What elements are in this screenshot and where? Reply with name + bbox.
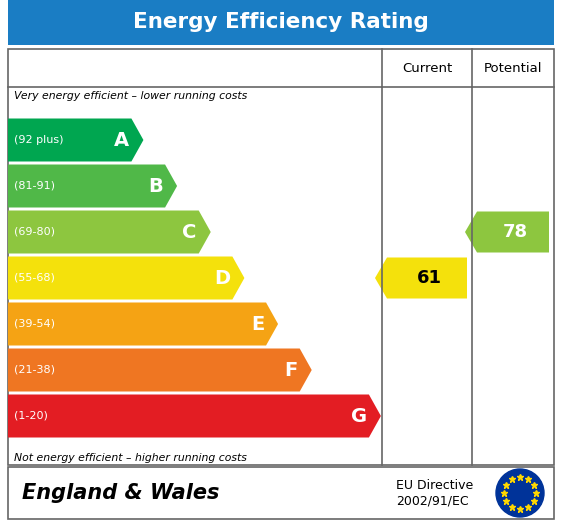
- Text: C: C: [182, 222, 197, 241]
- Text: England & Wales: England & Wales: [22, 483, 219, 503]
- Text: EU Directive
2002/91/EC: EU Directive 2002/91/EC: [396, 479, 473, 507]
- Text: 78: 78: [502, 223, 528, 241]
- Text: D: D: [214, 268, 230, 288]
- Text: F: F: [284, 360, 298, 379]
- Text: Energy Efficiency Rating: Energy Efficiency Rating: [133, 13, 429, 33]
- Text: (69-80): (69-80): [14, 227, 55, 237]
- Polygon shape: [465, 211, 549, 252]
- Polygon shape: [8, 257, 244, 299]
- Polygon shape: [8, 348, 312, 392]
- Polygon shape: [8, 395, 381, 437]
- Polygon shape: [8, 302, 278, 346]
- Text: 61: 61: [416, 269, 442, 287]
- Bar: [8, 49, 554, 465]
- Polygon shape: [8, 164, 177, 208]
- Text: (1-20): (1-20): [14, 411, 48, 421]
- Text: Not energy efficient – higher running costs: Not energy efficient – higher running co…: [14, 453, 247, 463]
- Text: (55-68): (55-68): [14, 273, 55, 283]
- Text: A: A: [114, 131, 129, 150]
- Polygon shape: [375, 258, 467, 298]
- Text: Potential: Potential: [484, 62, 542, 74]
- Text: (81-91): (81-91): [14, 181, 55, 191]
- Bar: [8, 0, 554, 45]
- Text: (92 plus): (92 plus): [14, 135, 64, 145]
- Text: (21-38): (21-38): [14, 365, 55, 375]
- Text: Very energy efficient – lower running costs: Very energy efficient – lower running co…: [14, 91, 247, 101]
- Bar: [8, 467, 554, 519]
- Text: Current: Current: [402, 62, 452, 74]
- Text: G: G: [351, 406, 367, 425]
- Text: B: B: [148, 177, 163, 196]
- Circle shape: [496, 469, 544, 517]
- Polygon shape: [8, 210, 211, 253]
- Text: (39-54): (39-54): [14, 319, 55, 329]
- Polygon shape: [8, 119, 143, 161]
- Text: E: E: [251, 315, 264, 334]
